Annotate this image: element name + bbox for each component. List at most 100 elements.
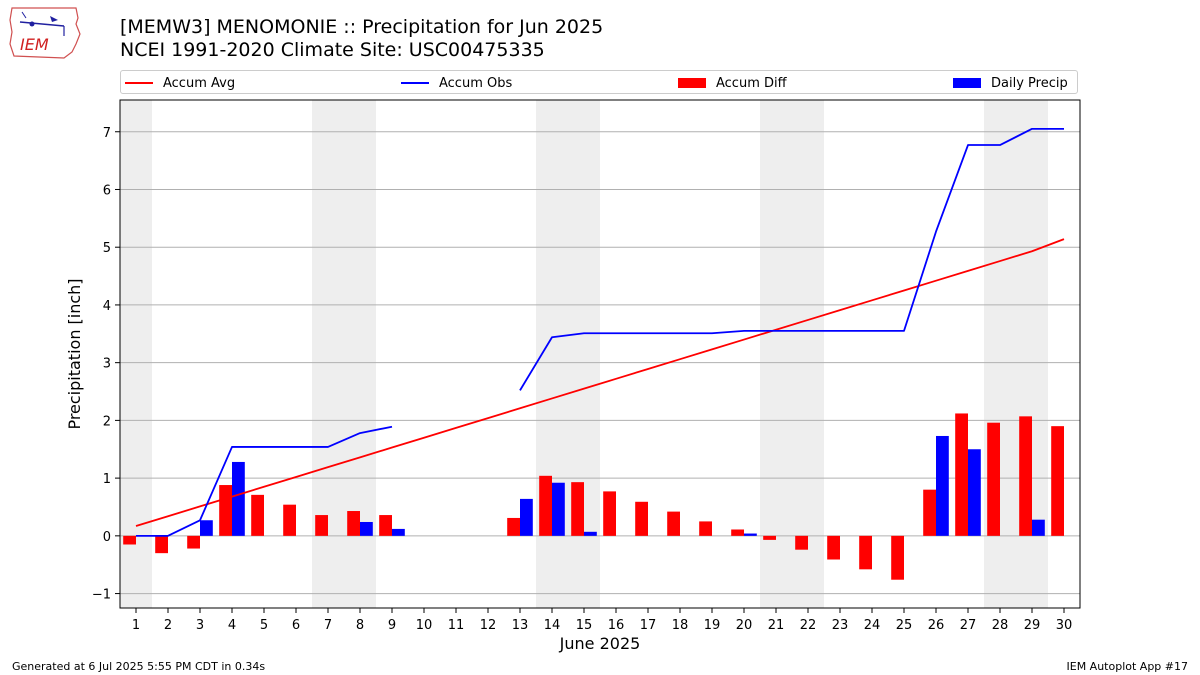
y-tick-label: 2 [103,414,111,429]
gridlines [120,131,1080,595]
daily-precip-bar [968,449,981,536]
x-tick-label: 4 [228,618,236,633]
daily-precip-bar [232,461,245,536]
iem-logo: IEM [6,4,82,60]
accum-diff-bar [667,511,680,536]
x-tick-label: 9 [388,618,396,633]
weekend-shade-4 [760,100,824,608]
accum-diff-bar [123,535,136,545]
accum-diff-bar [731,529,744,536]
logo-text: IEM [20,35,49,54]
accum-diff-bar [187,535,200,549]
legend-item-accum-avg: Accum Avg [125,74,235,92]
x-tick-label: 7 [324,618,332,633]
x-tick-label: 14 [544,618,561,633]
accum-diff-bar [507,517,520,536]
accum-diff-bar [859,535,872,570]
daily-precip-bar [552,482,565,536]
y-tick-label: 0 [103,530,111,545]
accum-diff-bar [923,489,936,536]
y-tick-label: 1 [103,472,111,487]
legend-label-accum-avg: Accum Avg [163,75,236,91]
accum-diff-bar [283,504,296,536]
x-tick-label: 25 [896,618,913,633]
x-tick-label: 13 [512,618,529,633]
x-tick-label: 8 [356,618,364,633]
x-tick-label: 10 [416,618,433,633]
accum-diff-bar [379,515,392,536]
accum-diff-bar [635,501,648,536]
plot-frame [119,99,1081,609]
y-tick-label: 7 [103,126,111,141]
accum-diff-bar [1051,426,1064,536]
legend-item-daily-precip: Daily Precip [953,74,1068,92]
accum-diff-bar [827,535,840,560]
accum-diff-bar [251,494,264,536]
legend-item-accum-diff: Accum Diff [678,74,787,92]
x-tick-label: 2 [164,618,172,633]
x-axis-label: June 2025 [559,634,641,653]
y-axis-label: Precipitation [inch] [65,278,84,429]
accum-diff-bar [571,482,584,536]
x-tick-label: 1 [132,618,140,633]
x-tick-label: 27 [960,618,977,633]
daily-precip-bar [520,498,533,536]
accum-diff-bar [795,535,808,550]
x-tick-label: 24 [864,618,881,633]
x-axis: 1 2 3 4 5 6 7 8 9 10 11 12 13 14 15 16 17 18 19 20 21 22 23 24 2… [132,608,1072,633]
y-tick-label: 3 [103,357,111,372]
x-tick-label: 26 [928,618,945,633]
x-tick-label: 29 [1024,618,1041,633]
legend-item-accum-obs: Accum Obs [401,74,512,92]
daily-precip-bar [584,531,597,536]
daily-precip-bar [1032,519,1045,536]
y-axis: −1 0 1 2 3 4 5 6 7 [92,126,120,603]
daily-precip-bar [744,533,757,536]
legend-swatch-accum-diff [678,78,706,88]
accum-avg-line-segment-1 [135,238,1065,527]
title-line-1: [MEMW3] MENOMONIE :: Precipitation for J… [120,16,604,38]
legend-label-accum-obs: Accum Obs [439,75,513,91]
accum-diff-bar [603,491,616,536]
daily-precip-bar [936,435,949,536]
x-tick-label: 28 [992,618,1009,633]
x-tick-label: 21 [768,618,785,633]
x-tick-label: 30 [1056,618,1073,633]
accum-obs-line-segment-2 [519,127,1064,391]
title-line-2: NCEI 1991-2020 Climate Site: USC00475335 [120,39,545,61]
accum-diff-bar [315,515,328,536]
accum-diff-bar [1019,416,1032,536]
weekend-shade-1 [120,100,152,608]
accum-diff-bar [955,413,968,536]
iem-logo-graphic: IEM [9,7,81,59]
accum-diff-bar [763,535,776,540]
chart-legend: Accum Avg Accum Obs Accum Diff Daily Pre… [120,70,1078,94]
lines-layer [135,127,1065,537]
accum-obs-line-segment-1 [136,425,393,537]
daily-precip-bar [392,528,405,536]
y-tick-label: 4 [103,299,111,314]
legend-label-daily-precip: Daily Precip [991,75,1068,91]
x-tick-label: 16 [608,618,625,633]
legend-swatch-accum-obs [401,82,429,84]
legend-swatch-accum-avg [125,82,153,84]
daily-precip-bar [360,521,373,536]
daily-precip-bar [200,520,213,536]
footer-app: IEM Autoplot App #17 [1066,660,1189,673]
x-tick-label: 12 [480,618,497,633]
x-tick-label: 23 [832,618,849,633]
x-tick-label: 6 [292,618,300,633]
x-tick-label: 3 [196,618,204,633]
bars-layer [123,413,1064,580]
accum-diff-bar [347,511,360,536]
y-tick-label: 6 [103,183,111,198]
accum-diff-bar [219,485,232,536]
x-tick-label: 22 [800,618,817,633]
x-tick-label: 20 [736,618,753,633]
accum-diff-bar [155,535,168,554]
accum-diff-bar [891,535,904,580]
accum-diff-bar [699,521,712,536]
x-tick-label: 17 [640,618,657,633]
x-tick-label: 19 [704,618,721,633]
